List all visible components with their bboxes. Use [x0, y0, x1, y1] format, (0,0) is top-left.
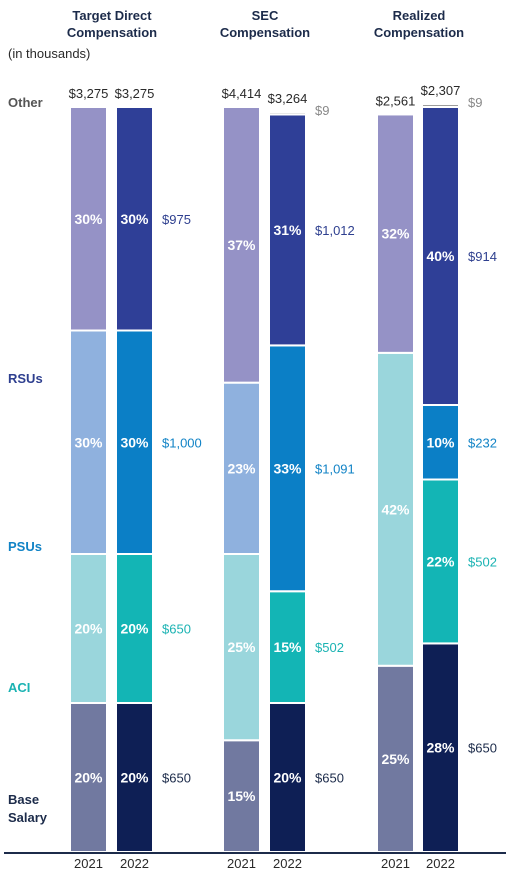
value-label-aci: $502 — [468, 554, 497, 569]
percent-label: 10% — [426, 434, 455, 450]
value-label-psus: $1,091 — [315, 461, 355, 476]
bar-segment-psus — [268, 344, 307, 593]
group-title: Compensation — [67, 25, 157, 40]
year-label: 2021 — [227, 856, 256, 871]
bar-segment-rsus — [115, 106, 154, 332]
percent-label: 40% — [426, 248, 455, 264]
group-title: Target Direct — [72, 8, 152, 23]
year-label: 2022 — [273, 856, 302, 871]
group-title: SEC — [252, 8, 279, 23]
percent-label: 30% — [74, 434, 103, 450]
percent-label: 37% — [227, 237, 256, 253]
value-label-rsus: $914 — [468, 249, 497, 264]
category-label-rsus: RSUs — [8, 371, 43, 386]
bar-segment-base-salary — [421, 642, 460, 854]
value-label-psus: $1,000 — [162, 435, 202, 450]
percent-label: 32% — [381, 226, 410, 242]
year-label: 2021 — [381, 856, 410, 871]
percent-label: 30% — [74, 211, 103, 227]
total-label: $4,414 — [222, 86, 262, 101]
category-label-base-salary: Salary — [8, 810, 48, 825]
value-label-base-salary: $650 — [468, 741, 497, 756]
value-label-other: $9 — [315, 103, 329, 118]
value-label-rsus: $1,012 — [315, 223, 355, 238]
bar-segment-rsus — [69, 106, 108, 332]
value-label-other: $9 — [468, 95, 482, 110]
bar-segment-other — [421, 103, 460, 108]
bar-segment-other — [268, 111, 307, 116]
bar-segment-aci — [222, 553, 261, 742]
year-label: 2022 — [426, 856, 455, 871]
value-label-aci: $502 — [315, 640, 344, 655]
bar-segment-rsus — [222, 106, 261, 384]
group-title: Compensation — [374, 25, 464, 40]
bar-segment-rsus — [268, 113, 307, 347]
percent-label: 15% — [227, 788, 256, 804]
percent-label: 31% — [273, 222, 302, 238]
category-label-psus: PSUs — [8, 539, 42, 554]
total-label: $3,275 — [115, 86, 155, 101]
percent-label: 15% — [273, 639, 302, 655]
percent-label: 25% — [227, 639, 256, 655]
percent-label: 42% — [381, 501, 410, 517]
percent-label: 20% — [120, 621, 149, 637]
bar-segment-psus — [222, 381, 261, 555]
percent-label: 20% — [74, 770, 103, 786]
group-title: Realized — [393, 8, 446, 23]
value-label-psus: $232 — [468, 435, 497, 450]
bar-segment-aci — [69, 553, 108, 704]
percent-label: 25% — [381, 751, 410, 767]
percent-label: 22% — [426, 553, 455, 569]
percent-label: 20% — [273, 770, 302, 786]
total-label: $3,275 — [69, 86, 109, 101]
bar-segment-base-salary — [376, 664, 415, 853]
value-label-aci: $650 — [162, 622, 191, 637]
percent-label: 20% — [120, 770, 149, 786]
percent-label: 30% — [120, 211, 149, 227]
percent-label: 33% — [273, 460, 302, 476]
bar-segment-aci — [376, 351, 415, 667]
bar-segment-rsus — [421, 106, 460, 406]
value-label-base-salary: $650 — [162, 771, 191, 786]
category-label-aci: ACI — [8, 680, 30, 695]
total-label: $2,561 — [376, 93, 416, 108]
percent-label: 23% — [227, 460, 256, 476]
bar-segment-base-salary — [69, 702, 108, 853]
percent-label: 20% — [74, 621, 103, 637]
value-label-rsus: $975 — [162, 212, 191, 227]
percent-label: 28% — [426, 740, 455, 756]
category-label-other: Other — [8, 95, 43, 110]
year-label: 2022 — [120, 856, 149, 871]
unit-label: (in thousands) — [8, 46, 90, 61]
bar-segment-psus — [115, 329, 154, 555]
category-label-base-salary: Base — [8, 792, 39, 807]
group-title: Compensation — [220, 25, 310, 40]
total-label: $2,307 — [421, 83, 461, 98]
bar-segment-rsus — [376, 113, 415, 354]
year-label: 2021 — [74, 856, 103, 871]
percent-label: 30% — [120, 434, 149, 450]
total-label: $3,264 — [268, 91, 308, 106]
bar-segment-aci — [115, 553, 154, 704]
value-label-base-salary: $650 — [315, 771, 344, 786]
